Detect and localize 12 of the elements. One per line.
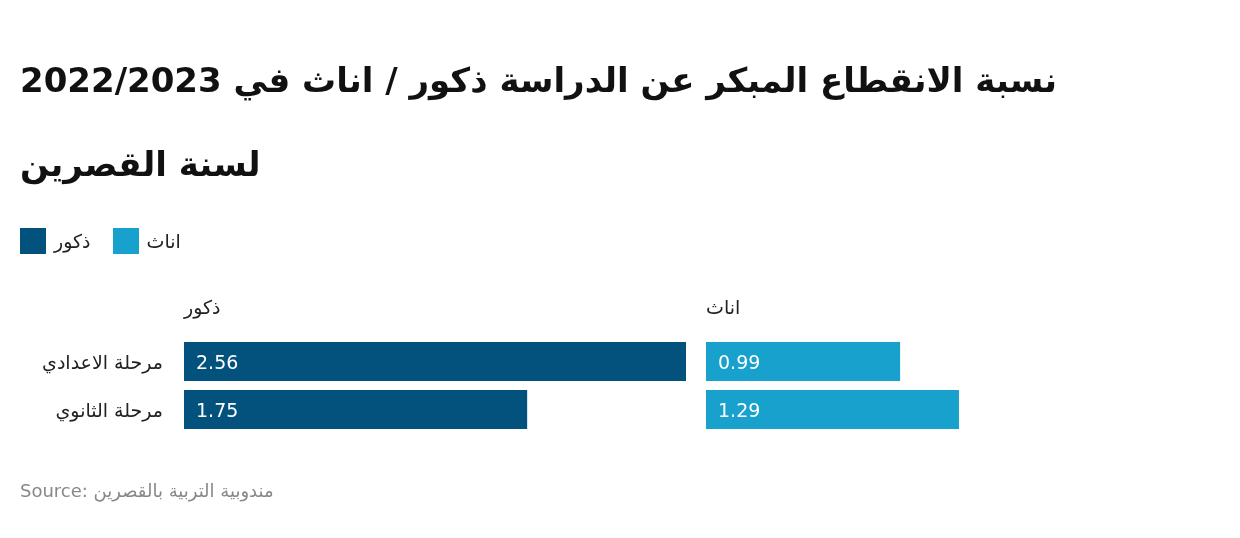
data-label: 1.75 (196, 398, 239, 421)
data-label: 0.99 (718, 350, 761, 373)
y-tick-label: مرحلة الاعدادي (42, 350, 163, 374)
legend-label: ذكور (54, 230, 91, 252)
text: ذكور (184, 296, 221, 318)
chart-title: نسبة الانقطاع المبكر عن الدراسة ذكور / اناث في 2022/2023 لسنة القصرين (20, 60, 1058, 184)
data-label: 1.29 (718, 398, 761, 421)
y-tick-label: مرحلة الثانوي (55, 398, 163, 422)
source-note: Source: مندوبية التربية بالقصرين (20, 480, 274, 501)
legend-label: اناث (146, 230, 181, 252)
text: اناث (706, 296, 741, 318)
data-label: 2.56 (196, 350, 239, 373)
